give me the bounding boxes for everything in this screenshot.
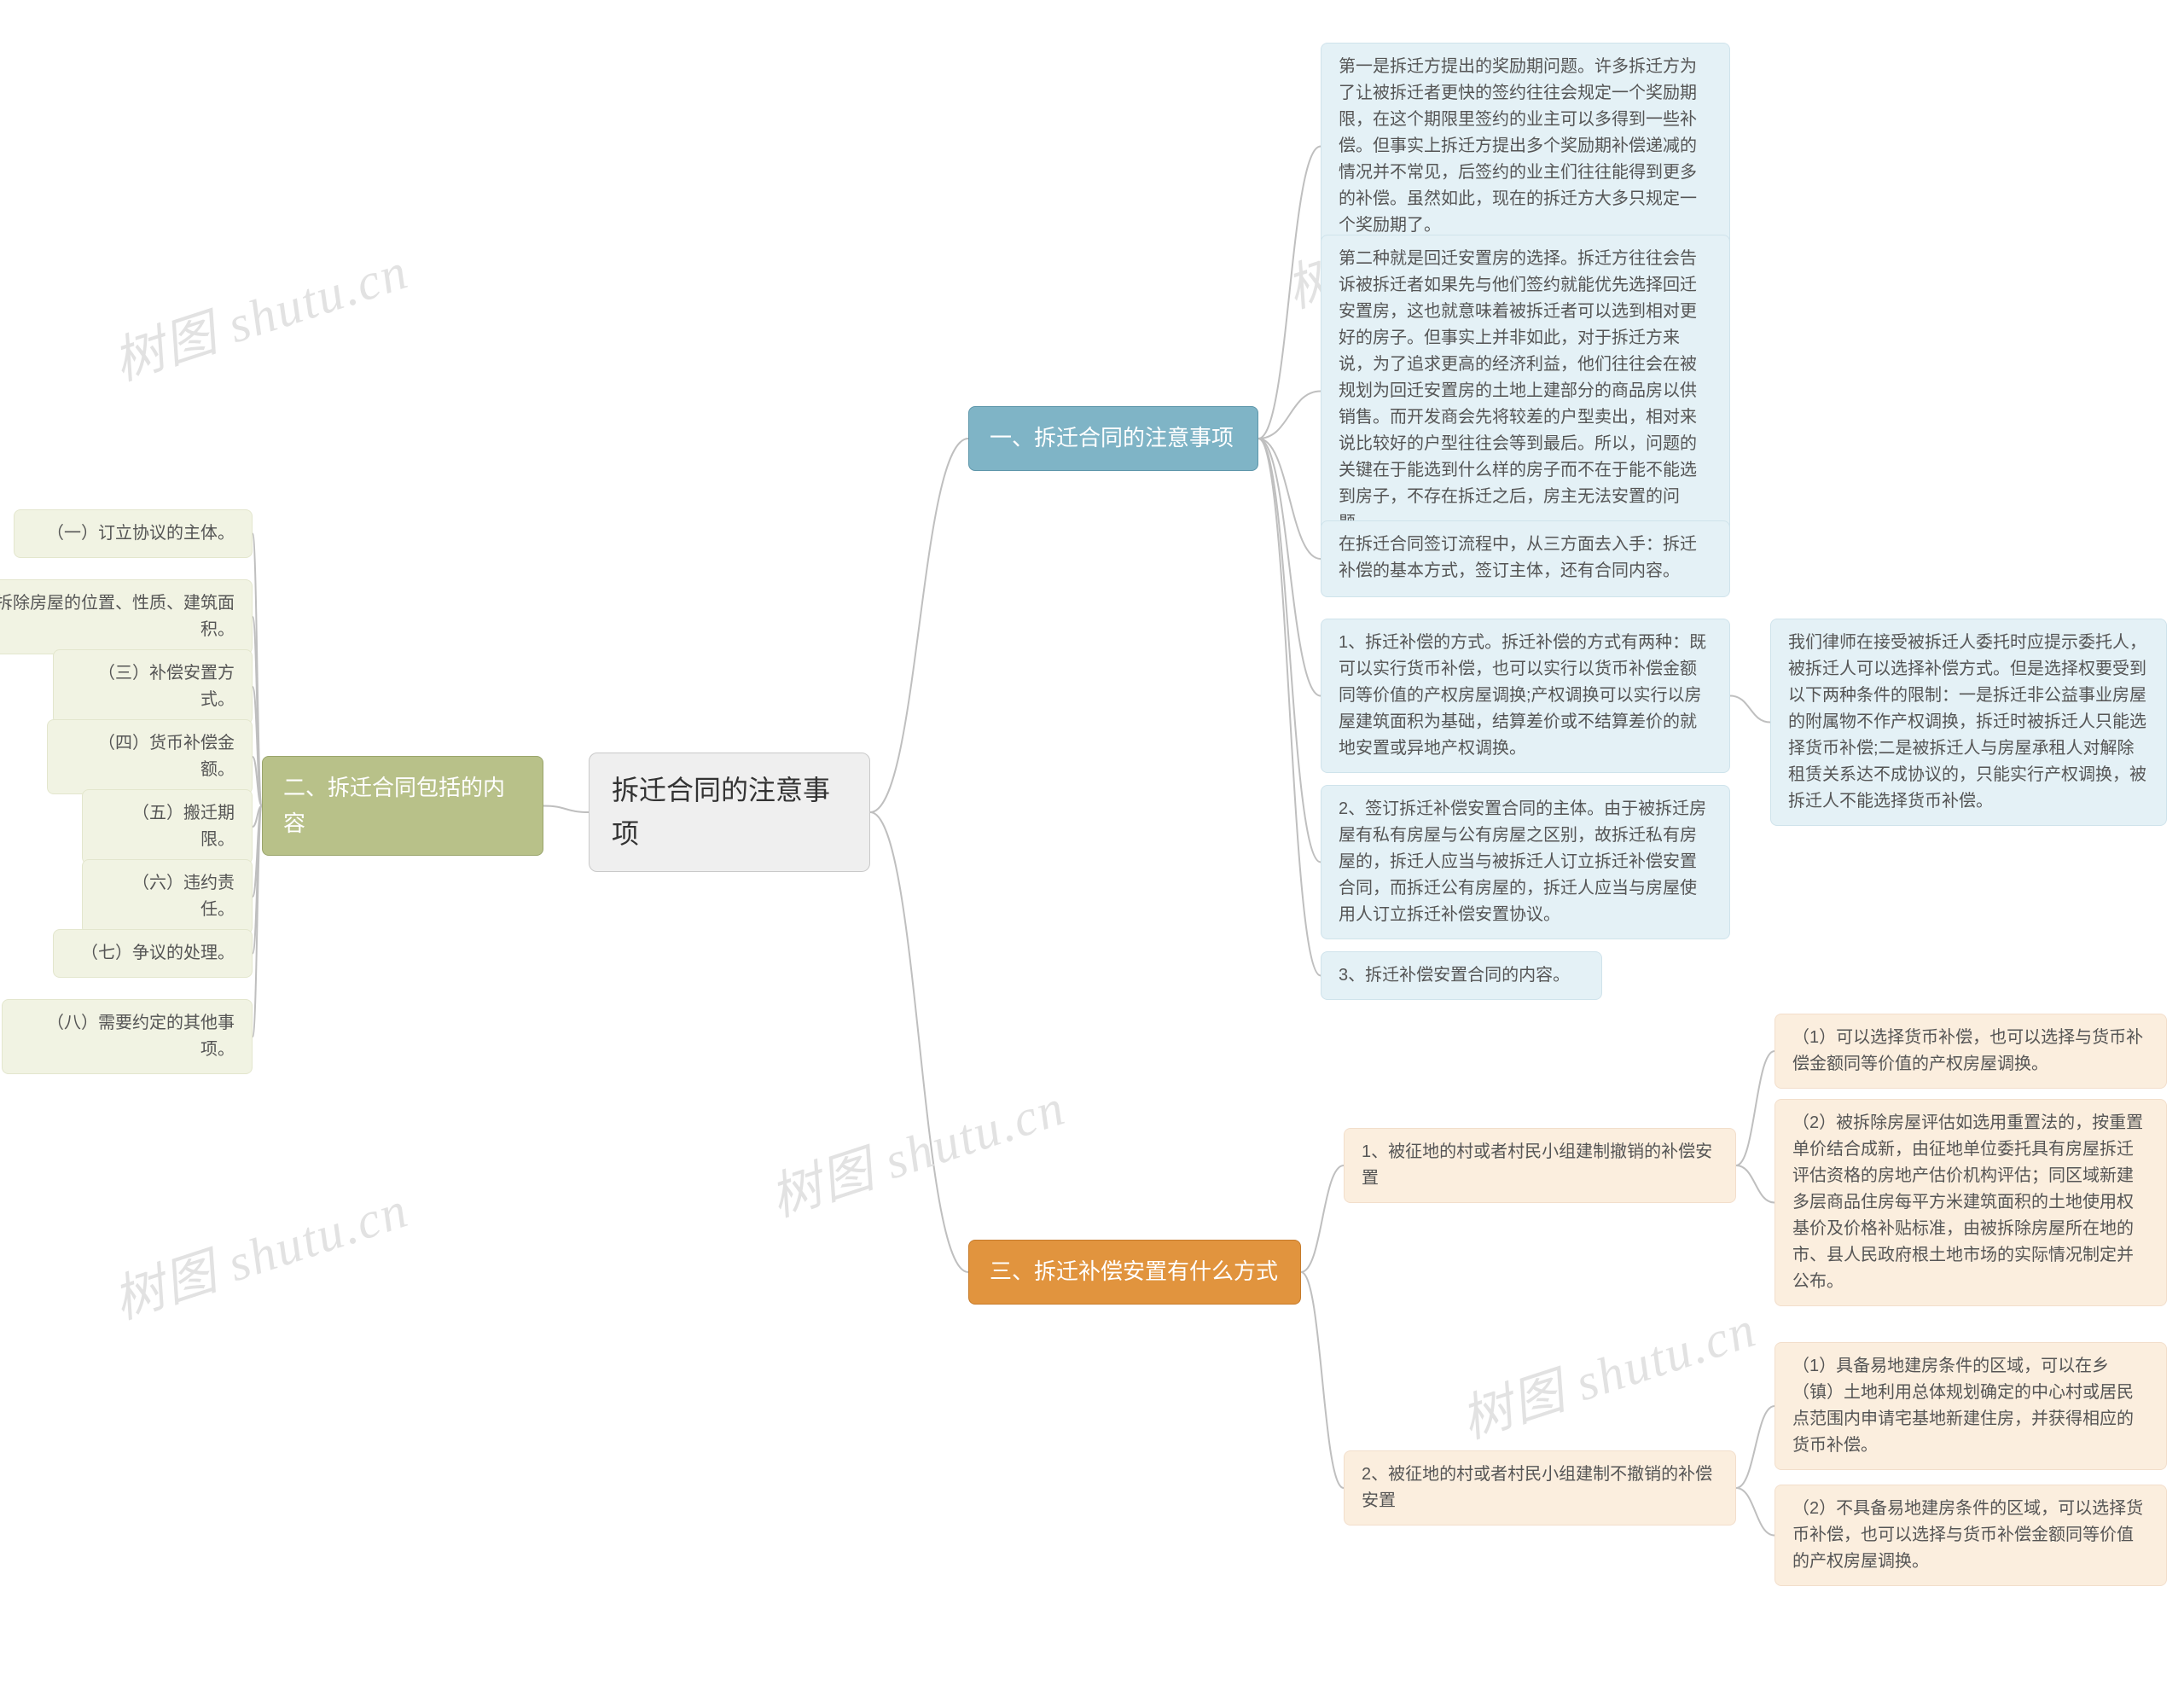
- leaf-node[interactable]: （五）搬迁期限。: [82, 789, 253, 864]
- watermark: 树图 shutu.cn: [102, 230, 416, 395]
- leaf-node[interactable]: 1、拆迁补偿的方式。拆迁补偿的方式有两种：既可以实行货币补偿，也可以实行以货币补…: [1321, 619, 1730, 773]
- leaf-node[interactable]: 2、签订拆迁补偿安置合同的主体。由于被拆迁房屋有私有房屋与公有房屋之区别，故拆迁…: [1321, 785, 1730, 939]
- leaf-node[interactable]: （1）具备易地建房条件的区域，可以在乡（镇）土地利用总体规划确定的中心村或居民点…: [1774, 1342, 2167, 1470]
- watermark: 树图 shutu.cn: [759, 1066, 1073, 1231]
- leaf-node[interactable]: （七）争议的处理。: [53, 929, 253, 978]
- leaf-node[interactable]: （八）需要约定的其他事项。: [2, 999, 253, 1074]
- leaf-node[interactable]: 第二种就是回迁安置房的选择。拆迁方往往会告诉被拆迁者如果先与他们签约就能优先选择…: [1321, 235, 1730, 548]
- leaf-node[interactable]: （2）不具备易地建房条件的区域，可以选择货币补偿，也可以选择与货币补偿金额同等价…: [1774, 1485, 2167, 1586]
- leaf-node[interactable]: （二）被拆除房屋的位置、性质、建筑面积。: [0, 579, 253, 654]
- leaf-node[interactable]: （1）可以选择货币补偿，也可以选择与货币补偿金额同等价值的产权房屋调换。: [1774, 1014, 2167, 1089]
- main-branch[interactable]: 二、拆迁合同包括的内容: [262, 756, 543, 856]
- leaf-node[interactable]: 在拆迁合同签订流程中，从三方面去入手：拆迁补偿的基本方式，签订主体，还有合同内容…: [1321, 520, 1730, 597]
- leaf-node[interactable]: （四）货币补偿金额。: [47, 719, 253, 794]
- leaf-node[interactable]: （2）被拆除房屋评估如选用重置法的，按重置单价结合成新，由征地单位委托具有房屋拆…: [1774, 1099, 2167, 1306]
- leaf-node[interactable]: （三）补偿安置方式。: [53, 649, 253, 724]
- leaf-node[interactable]: 我们律师在接受被拆迁人委托时应提示委托人，被拆迁人可以选择补偿方式。但是选择权要…: [1770, 619, 2167, 826]
- leaf-node[interactable]: （一）订立协议的主体。: [14, 509, 253, 558]
- mindmap-canvas: 树图 shutu.cn 树图 shutu.cn 树图 shutu.cn 树图 shut…: [0, 0, 2184, 1697]
- leaf-node[interactable]: 2、被征地的村或者村民小组建制不撤销的补偿安置: [1344, 1450, 1736, 1526]
- leaf-node[interactable]: 3、拆迁补偿安置合同的内容。: [1321, 951, 1602, 1000]
- leaf-node[interactable]: 1、被征地的村或者村民小组建制撤销的补偿安置: [1344, 1128, 1736, 1203]
- watermark: 树图 shutu.cn: [1450, 1287, 1764, 1453]
- leaf-node[interactable]: （六）违约责任。: [82, 859, 253, 934]
- leaf-node[interactable]: 第一是拆迁方提出的奖励期问题。许多拆迁方为了让被拆迁者更快的签约往往会规定一个奖…: [1321, 43, 1730, 250]
- main-branch[interactable]: 一、拆迁合同的注意事项: [968, 406, 1258, 471]
- root-node[interactable]: 拆迁合同的注意事项: [589, 753, 870, 872]
- watermark: 树图 shutu.cn: [102, 1168, 416, 1334]
- main-branch[interactable]: 三、拆迁补偿安置有什么方式: [968, 1240, 1301, 1305]
